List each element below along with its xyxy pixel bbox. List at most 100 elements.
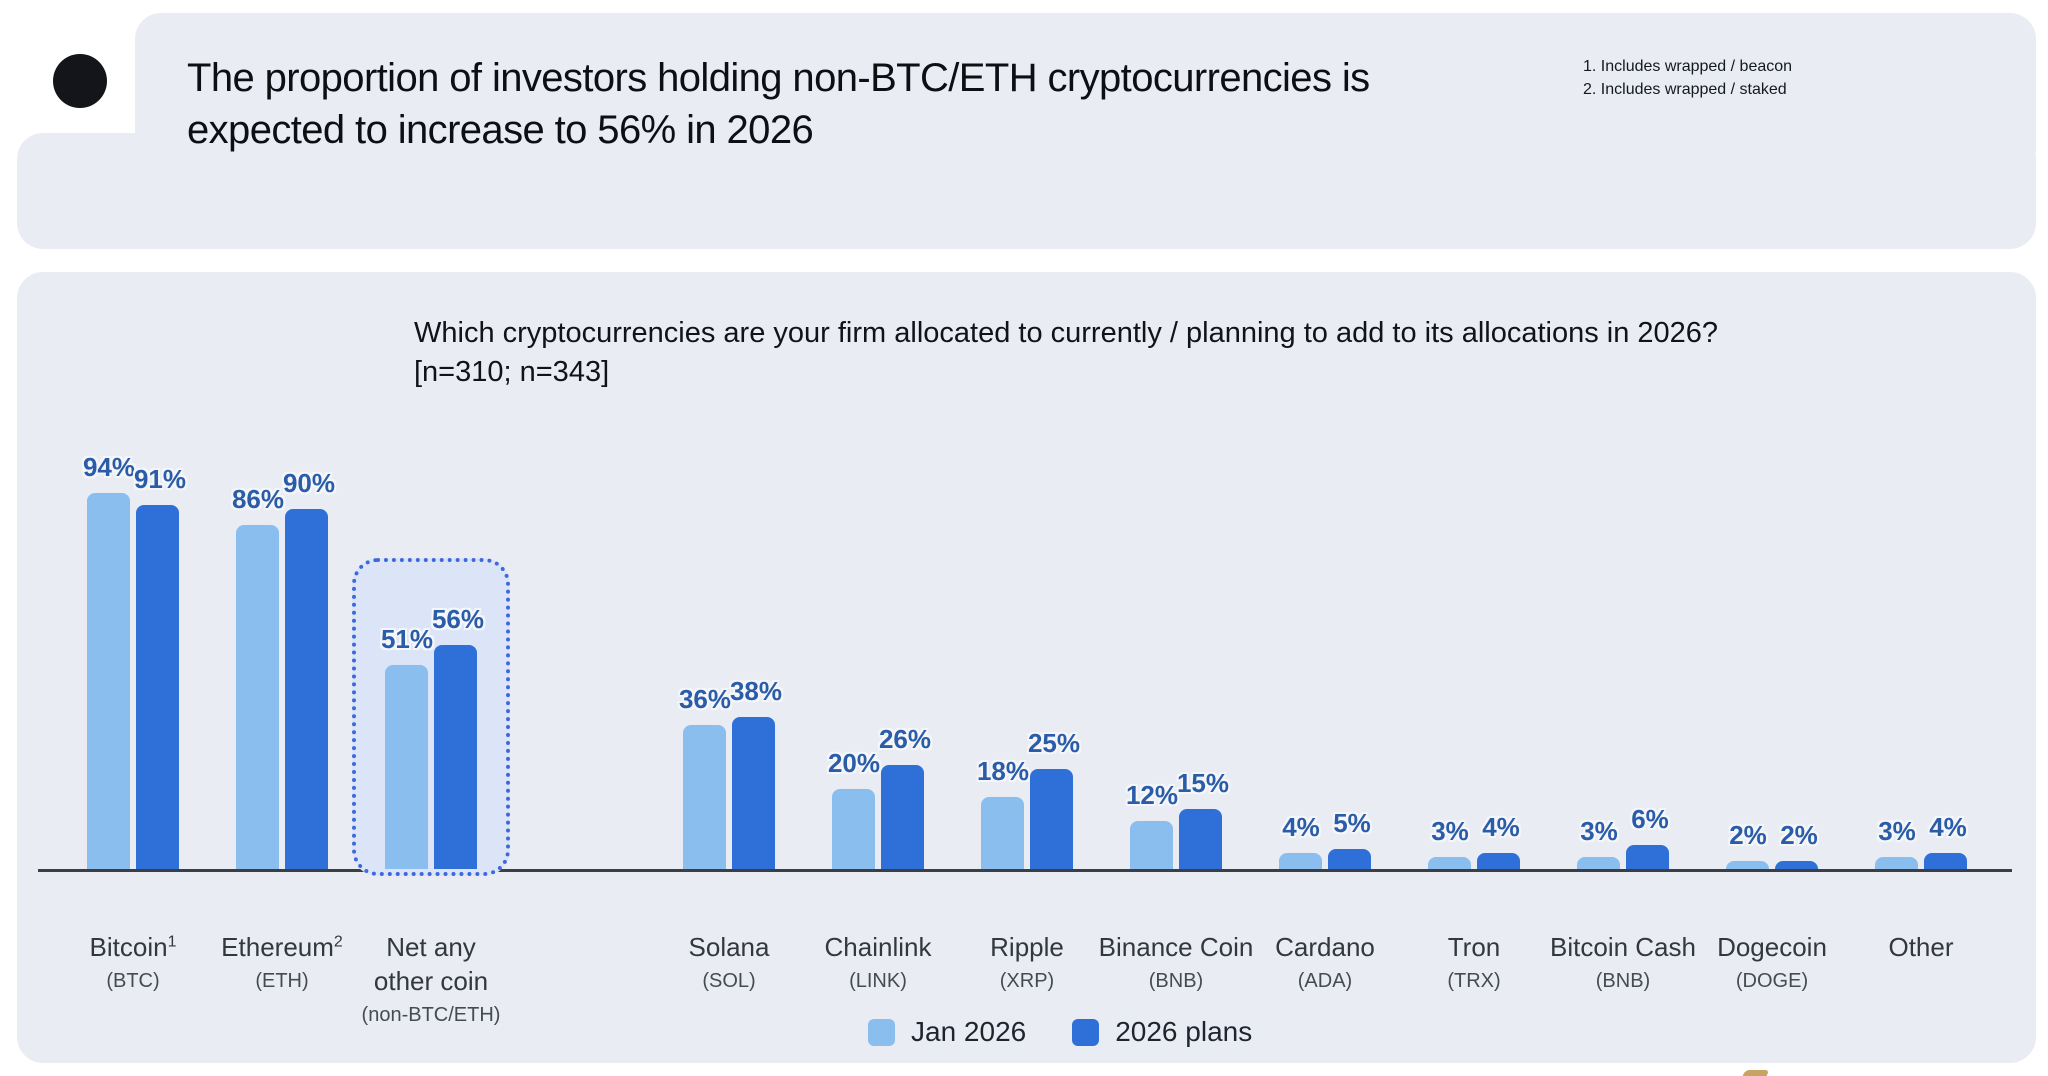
- value-label-2026-plans-tron: 4%: [1482, 812, 1520, 842]
- value-label-jan-2026-net-any-other-coin: 51%: [380, 624, 434, 654]
- category-ticker: (TRX): [1447, 970, 1501, 992]
- value-label-2026-plans-ripple: 25%: [1027, 728, 1081, 758]
- bar-jan-2026-binance-coin: [1130, 821, 1173, 869]
- bar-jan-2026-dogecoin: [1726, 861, 1769, 869]
- category-label-solana: Solana (SOL): [614, 930, 844, 994]
- value-label-2026-plans-bitcoin: 91%: [133, 464, 187, 494]
- category-name-line: Cardano: [1275, 932, 1375, 962]
- category-ticker: (ADA): [1297, 970, 1353, 992]
- page-title: The proportion of investors holding non-…: [187, 52, 1370, 156]
- bar-jan-2026-ethereum: [236, 525, 279, 869]
- category-ticker: (BNB): [1148, 970, 1204, 992]
- bar-jan-2026-other: [1875, 857, 1918, 869]
- bar-jan-2026-tron: [1428, 857, 1471, 869]
- chart-question: Which cryptocurrencies are your firm all…: [414, 314, 1718, 392]
- bar-2026-plans-other: [1924, 853, 1967, 869]
- value-label-2026-plans-solana: 38%: [729, 676, 783, 706]
- category-label-cardano: Cardano (ADA): [1210, 930, 1440, 994]
- bar-2026-plans-dogecoin: [1775, 861, 1818, 869]
- bar-2026-plans-ethereum: [285, 509, 328, 869]
- category-label-binance-coin: Binance Coin (BNB): [1061, 930, 1291, 994]
- bar-2026-plans-net-any-other-coin: [434, 645, 477, 869]
- category-name-line: Tron: [1447, 932, 1501, 962]
- legend-label-2026-plans: 2026 plans: [1115, 1016, 1253, 1047]
- category-label-ripple: Ripple (XRP): [912, 930, 1142, 994]
- value-label-jan-2026-cardano: 4%: [1282, 812, 1320, 842]
- chart-question-line-1: Which cryptocurrencies are your firm all…: [414, 317, 1719, 349]
- category-ticker: (BTC): [106, 970, 160, 992]
- legend-swatch-2026-plans: [1072, 1018, 1100, 1046]
- value-label-2026-plans-cardano: 5%: [1333, 808, 1371, 838]
- value-label-2026-plans-other: 4%: [1929, 812, 1967, 842]
- category-label-tron: Tron (TRX): [1359, 930, 1589, 994]
- category-label-bitcoin-cash: Bitcoin Cash (BNB): [1508, 930, 1738, 994]
- category-name-line: Bitcoin Cash: [1550, 932, 1696, 962]
- value-label-jan-2026-ethereum: 86%: [231, 484, 285, 514]
- category-ticker: (BNB): [1595, 970, 1651, 992]
- value-label-jan-2026-bitcoin: 94%: [82, 452, 136, 482]
- category-name-line: Ethereum2: [221, 932, 343, 962]
- category-name-line: Bitcoin1: [89, 932, 177, 962]
- category-name-line: Solana: [688, 932, 770, 962]
- bar-jan-2026-net-any-other-coin: [385, 665, 428, 869]
- category-label-bitcoin: Bitcoin1 (BTC): [18, 930, 248, 994]
- category-label-ethereum: Ethereum2 (ETH): [167, 930, 397, 994]
- legend-item-2026-plans: 2026 plans: [1072, 1016, 1252, 1048]
- value-label-jan-2026-solana: 36%: [678, 684, 732, 714]
- value-label-2026-plans-ethereum: 90%: [282, 468, 336, 498]
- category-name-line: Ripple: [990, 932, 1064, 962]
- footnote-ref-superscript: 2: [333, 933, 343, 951]
- value-label-2026-plans-net-any-other-coin: 56%: [431, 604, 485, 634]
- bar-jan-2026-ripple: [981, 797, 1024, 869]
- category-ticker: (non-BTC/ETH): [361, 1004, 501, 1026]
- category-name-line: Net any: [386, 932, 476, 962]
- bar-2026-plans-bitcoin-cash: [1626, 845, 1669, 869]
- value-label-jan-2026-dogecoin: 2%: [1729, 820, 1767, 850]
- logo-dot-icon: [53, 54, 107, 108]
- bar-2026-plans-tron: [1477, 853, 1520, 869]
- bar-jan-2026-bitcoin-cash: [1577, 857, 1620, 869]
- value-label-jan-2026-binance-coin: 12%: [1125, 780, 1179, 810]
- bar-jan-2026-bitcoin: [87, 493, 130, 869]
- value-label-2026-plans-dogecoin: 2%: [1780, 820, 1818, 850]
- bar-jan-2026-solana: [683, 725, 726, 869]
- chart-question-line-2: [n=310; n=343]: [414, 356, 610, 388]
- x-axis-line: [38, 869, 2012, 872]
- footnote-2: 2. Includes wrapped / staked: [1583, 81, 1787, 98]
- category-ticker: (ETH): [255, 970, 309, 992]
- header-card-bottom: [17, 133, 2036, 249]
- bar-2026-plans-bitcoin: [136, 505, 179, 869]
- category-label-dogecoin: Dogecoin (DOGE): [1657, 930, 1887, 994]
- bar-2026-plans-cardano: [1328, 849, 1371, 869]
- footnote-1: 1. Includes wrapped / beacon: [1583, 58, 1793, 75]
- category-label-chainlink: Chainlink (LINK): [763, 930, 993, 994]
- value-label-jan-2026-ripple: 18%: [976, 756, 1030, 786]
- legend-swatch-jan-2026: [868, 1018, 895, 1046]
- bar-jan-2026-chainlink: [832, 789, 875, 869]
- bottom-edge-artifact: [1742, 1070, 1770, 1076]
- category-name-line: Binance Coin: [1098, 932, 1254, 962]
- footnote-ref-superscript: 1: [167, 933, 177, 951]
- bar-jan-2026-cardano: [1279, 853, 1322, 869]
- category-ticker: (DOGE): [1735, 970, 1809, 992]
- value-label-2026-plans-binance-coin: 15%: [1176, 768, 1230, 798]
- value-label-jan-2026-tron: 3%: [1431, 816, 1469, 846]
- category-name-line: Other: [1888, 932, 1954, 962]
- chart-legend: Jan 2026 2026 plans: [868, 1016, 1252, 1048]
- legend-label-jan-2026: Jan 2026: [911, 1016, 1027, 1047]
- category-label-other: Other: [1806, 930, 2036, 964]
- value-label-jan-2026-other: 3%: [1878, 816, 1916, 846]
- highlight-box-net-any-other-coin: [352, 558, 510, 876]
- bar-2026-plans-chainlink: [881, 765, 924, 869]
- page-title-line-2: expected to increase to 56% in 2026: [187, 108, 814, 152]
- bar-2026-plans-ripple: [1030, 769, 1073, 869]
- category-ticker: (XRP): [999, 970, 1055, 992]
- bar-2026-plans-solana: [732, 717, 775, 869]
- category-name-line: Dogecoin: [1717, 932, 1827, 962]
- category-label-net-any-other-coin: Net any other coin (non-BTC/ETH): [316, 930, 546, 1028]
- category-ticker: (LINK): [849, 970, 907, 992]
- value-label-2026-plans-chainlink: 26%: [878, 724, 932, 754]
- page-title-line-1: The proportion of investors holding non-…: [187, 56, 1370, 100]
- category-name-line: Chainlink: [824, 932, 932, 962]
